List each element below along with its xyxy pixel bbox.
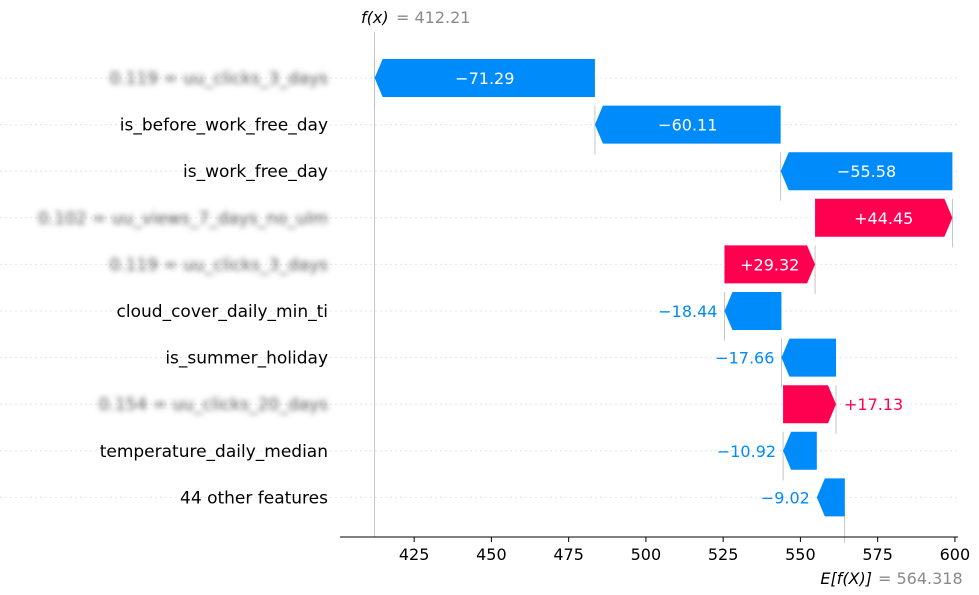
x-tick-label: 575 (862, 545, 893, 564)
negative-bar (724, 292, 782, 330)
feature-label: 44 other features (180, 488, 328, 508)
fx-label: f(x) (361, 8, 389, 27)
efx-value: = 564.318 (878, 569, 963, 588)
negative-bar (374, 59, 595, 97)
feature-label: cloud_cover_daily_min_ti (117, 302, 328, 322)
x-tick-label: 475 (553, 545, 584, 564)
fx-annotation: f(x) = 412.21 (361, 8, 470, 27)
negative-bar (780, 152, 953, 191)
negative-bar (816, 478, 845, 517)
feature-label: is_before_work_free_day (120, 116, 328, 136)
x-tick-label: 525 (708, 545, 739, 564)
positive-bar (815, 198, 953, 237)
feature-labels: 0.119 = uu_clicks_3_days is_before_work_f… (38, 69, 328, 508)
feature-label: temperature_daily_median (100, 442, 328, 462)
value-label: −55.58 (837, 162, 896, 181)
value-label: +44.45 (854, 209, 913, 228)
value-label: −18.44 (658, 302, 717, 321)
positive-bar (724, 245, 816, 284)
value-labels: −71.29 −60.11 −55.58 +44.45 +29.32 −18.44 −17.… (455, 69, 913, 507)
negative-bar (594, 105, 781, 144)
x-tick-label: 500 (631, 545, 662, 564)
x-tick-label: 600 (940, 545, 971, 564)
feature-label: 0.119 = uu_clicks_3_days (109, 255, 328, 275)
x-tick-label: 425 (399, 545, 430, 564)
positive-bar (783, 385, 837, 424)
value-label: −9.02 (761, 488, 810, 507)
value-label: −60.11 (658, 116, 717, 135)
negative-bar (781, 338, 837, 377)
efx-label: E[f(X)] (820, 569, 872, 588)
feature-label: is_summer_holiday (165, 349, 328, 369)
x-tick-label: 450 (476, 545, 507, 564)
value-label: +17.13 (844, 395, 903, 414)
feature-label: is_work_free_day (183, 162, 328, 182)
value-label: +29.32 (740, 255, 799, 274)
value-label: −17.66 (715, 349, 774, 368)
fx-value: = 412.21 (396, 8, 470, 27)
value-label: −10.92 (717, 442, 776, 461)
feature-label: 0.154 = uu_clicks_20_days (99, 395, 329, 415)
efx-annotation: E[f(X)] = 564.318 (820, 569, 962, 588)
feature-label: 0.119 = uu_clicks_3_days (109, 69, 328, 89)
feature-label: 0.102 = uu_views_7_days_no_ulm (38, 209, 328, 229)
x-axis: 425 450 475 500 525 550 575 600 (340, 536, 971, 564)
bars (374, 59, 953, 517)
value-label: −71.29 (455, 69, 514, 88)
negative-bar (783, 431, 817, 470)
x-tick-label: 550 (785, 545, 816, 564)
